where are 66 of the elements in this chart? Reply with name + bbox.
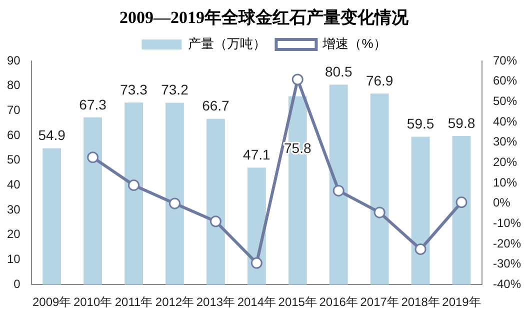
bar xyxy=(452,136,471,285)
bar xyxy=(370,94,389,285)
y-tick-label: 20 xyxy=(6,227,21,242)
y-tick-label: 0 xyxy=(14,276,21,291)
chart-title: 2009—2019年全球金红石产量变化情况 xyxy=(118,7,410,28)
x-tick-label: 2010年 xyxy=(73,295,112,310)
y2-tick-label: 0% xyxy=(492,196,511,210)
y-tick-label: 80 xyxy=(6,78,21,92)
data-label: 80.5 xyxy=(324,63,352,80)
bar xyxy=(411,136,430,285)
point xyxy=(292,74,304,86)
data-label: 67.3 xyxy=(79,96,107,112)
y2-tick-label: 70% xyxy=(492,53,518,68)
point xyxy=(210,216,222,228)
data-label: 73.3 xyxy=(120,81,148,98)
x-tick-label: 2016年 xyxy=(319,295,358,310)
data-label: 75.8 xyxy=(284,140,312,156)
bar xyxy=(166,102,184,285)
bar xyxy=(84,117,102,285)
y2-tick-label: 30% xyxy=(492,134,518,149)
x-tick-label: 2012年 xyxy=(155,295,194,310)
point xyxy=(374,206,386,218)
y2-tick-label: 60% xyxy=(492,74,518,88)
point xyxy=(456,196,468,208)
y2-tick-label: -20% xyxy=(492,236,522,250)
bar xyxy=(124,102,143,285)
y2-tick-label: 50% xyxy=(492,94,518,108)
y2-tick-label: 40% xyxy=(492,114,518,128)
x-tick-label: 2013年 xyxy=(196,295,236,310)
x-tick-label: 2009年 xyxy=(32,295,72,310)
y2-tick-label: -40% xyxy=(492,276,522,291)
x-tick-label: 2015年 xyxy=(278,295,317,310)
y-tick-label: 60 xyxy=(6,128,21,142)
point xyxy=(414,243,426,255)
x-tick-label: 2019年 xyxy=(442,295,481,310)
x-tick-label: 2011年 xyxy=(114,295,153,310)
data-label: 76.9 xyxy=(366,72,394,88)
data-label: 59.5 xyxy=(406,116,434,132)
data-label: 66.7 xyxy=(202,98,230,114)
y-tick-label: 50 xyxy=(6,152,21,167)
bar xyxy=(206,118,225,285)
point xyxy=(250,257,262,269)
bar xyxy=(42,148,62,285)
x-tick-label: 2014年 xyxy=(237,295,276,310)
y2-tick-label: 10% xyxy=(492,175,518,190)
x-tick-label: 2017年 xyxy=(360,295,399,310)
point xyxy=(168,198,180,210)
point xyxy=(128,179,140,191)
x-tick-label: 2018年 xyxy=(401,295,440,310)
y-tick-label: 30 xyxy=(6,202,21,216)
y-tick-label: 70 xyxy=(6,103,21,117)
y2-tick-label: -10% xyxy=(492,216,522,230)
data-label: 47.1 xyxy=(243,146,271,162)
data-label: 73.2 xyxy=(161,82,189,98)
legend-label: 产量（万吨） xyxy=(188,36,266,52)
y2-tick-label: -30% xyxy=(492,256,522,271)
legend-label: 增速（%） xyxy=(322,36,386,52)
y-tick-label: 10 xyxy=(6,252,21,266)
point xyxy=(332,184,344,196)
bar xyxy=(329,84,348,285)
data-label: 54.9 xyxy=(38,127,66,144)
data-label: 59.8 xyxy=(448,114,476,131)
point xyxy=(87,152,99,164)
y2-tick-label: 20% xyxy=(492,154,518,169)
y-tick-label: 40 xyxy=(6,178,21,192)
y-tick-label: 90 xyxy=(6,53,21,68)
